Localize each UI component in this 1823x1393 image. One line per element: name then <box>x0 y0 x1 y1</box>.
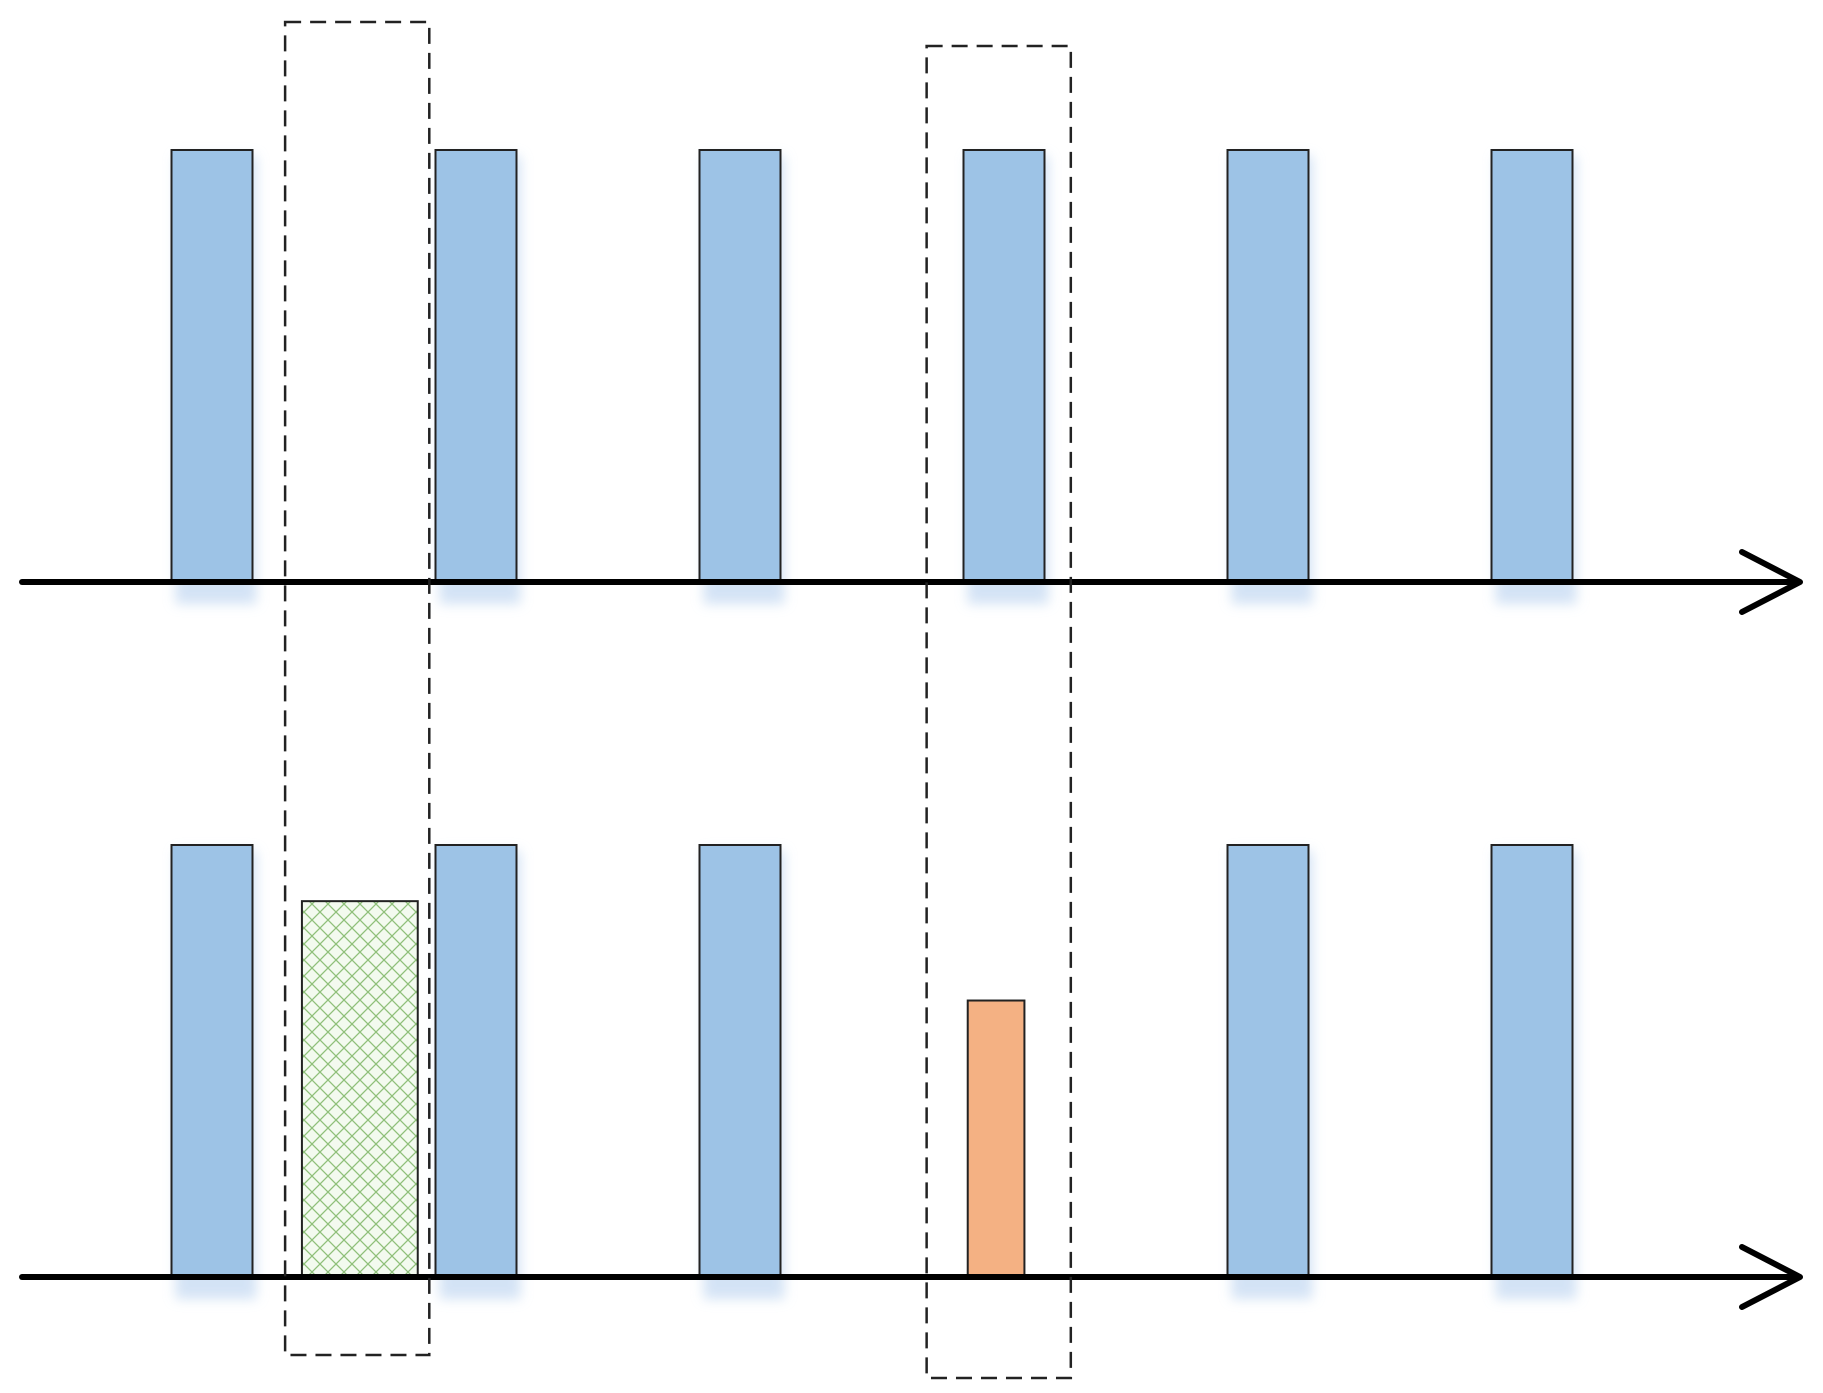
regular-pulse-upper-4 <box>1226 149 1310 583</box>
dashed-window-2 <box>925 44 1073 1380</box>
regular-pulse-upper-3 <box>962 149 1046 583</box>
window-layer <box>283 20 1073 1380</box>
arrow-right-icon <box>1739 1244 1803 1310</box>
dashed-window-1 <box>283 20 431 1357</box>
arrow-right-icon <box>1739 549 1803 615</box>
pulse-layer <box>170 149 1574 1279</box>
regular-pulse-lower-0 <box>170 844 254 1278</box>
regular-pulse-lower-5 <box>1226 844 1310 1278</box>
regular-pulse-upper-0 <box>170 149 254 583</box>
regular-pulse-lower-6 <box>1490 844 1574 1278</box>
regular-pulse-lower-3 <box>698 844 782 1278</box>
shortened-pulse-lower-4 <box>966 999 1026 1279</box>
regular-pulse-upper-1 <box>434 149 518 583</box>
regular-pulse-lower-2 <box>434 844 518 1278</box>
axis-layer <box>19 549 1803 1310</box>
inserted-pulse-lower-1 <box>300 900 419 1278</box>
regular-pulse-upper-5 <box>1490 149 1574 583</box>
regular-pulse-upper-2 <box>698 149 782 583</box>
